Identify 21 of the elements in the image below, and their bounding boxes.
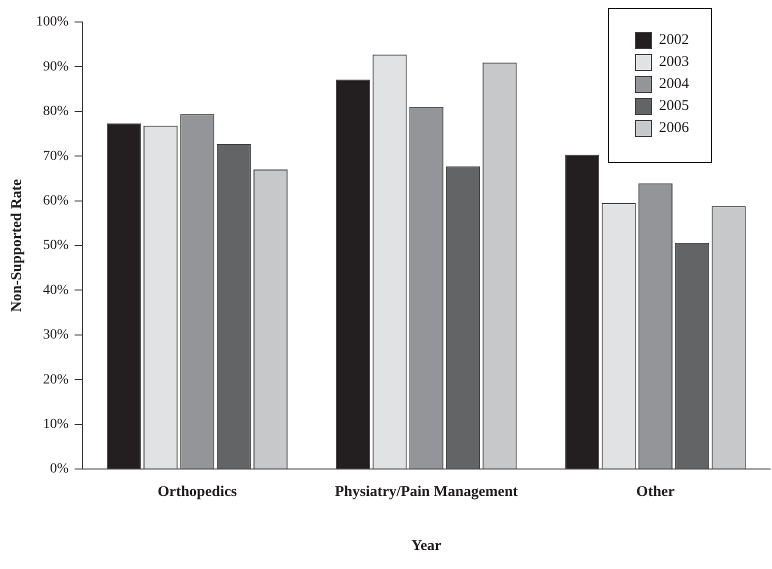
legend-label: 2004	[659, 76, 689, 93]
y-tick-label: 60%	[42, 193, 69, 208]
legend-label: 2003	[659, 54, 689, 71]
y-tick-label: 100%	[36, 14, 69, 30]
x-tick-label: Orthopedics	[158, 484, 237, 500]
x-tick-label: Physiatry/Pain Management	[334, 484, 518, 500]
legend-label: 2006	[659, 120, 689, 137]
legend-label: 2005	[659, 98, 689, 115]
y-tick-label: 30%	[42, 328, 69, 343]
y-tick-label: 0%	[50, 462, 69, 477]
y-tick-label: 70%	[42, 148, 69, 164]
y-tick-label: 40%	[42, 282, 69, 298]
y-tick-label: 50%	[42, 238, 69, 254]
y-tick-label: 80%	[42, 104, 69, 120]
x-tick-label: Other	[636, 484, 675, 500]
y-tick-label: 10%	[42, 416, 69, 432]
y-tick-label: 90%	[42, 59, 69, 74]
x-axis-title: Year	[411, 538, 442, 554]
y-axis-title: Non-Supported Rate	[8, 178, 25, 312]
y-tick-label: 20%	[42, 372, 69, 388]
legend-label: 2002	[659, 32, 689, 49]
